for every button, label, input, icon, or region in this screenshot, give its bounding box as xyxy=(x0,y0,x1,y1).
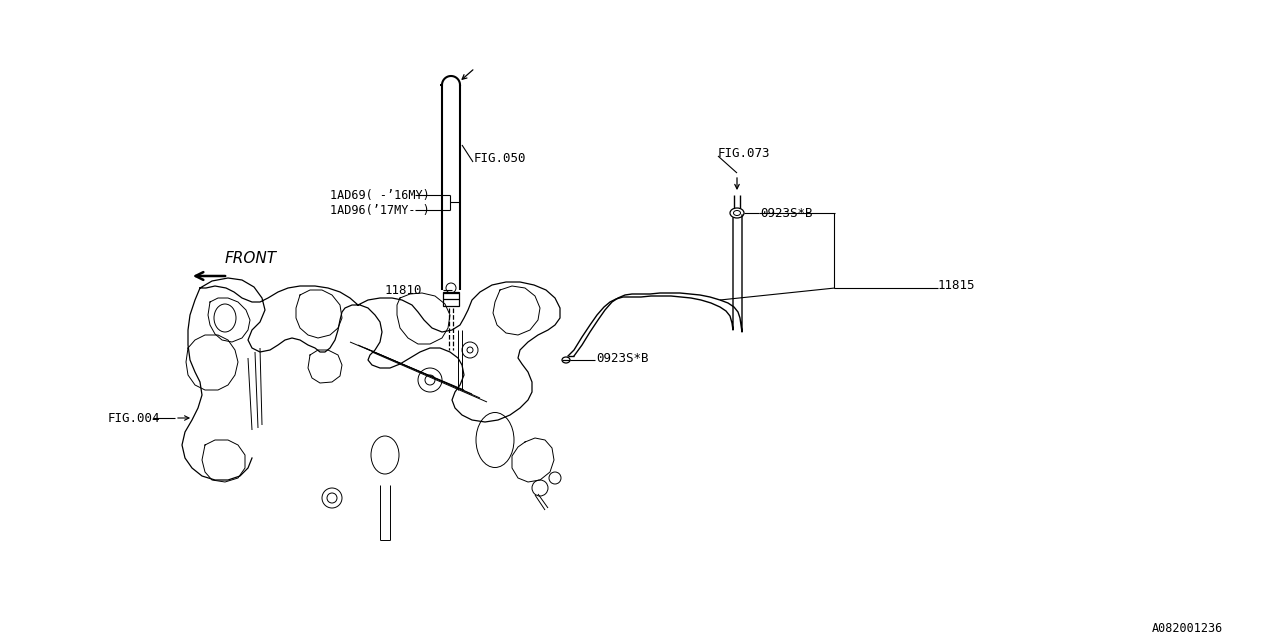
Text: 0923S*B: 0923S*B xyxy=(596,351,649,365)
Text: 11810: 11810 xyxy=(385,284,422,296)
Text: 1AD69( -’16MY): 1AD69( -’16MY) xyxy=(330,189,430,202)
Text: 1AD96(’17MY- ): 1AD96(’17MY- ) xyxy=(330,204,430,216)
Text: FIG.004: FIG.004 xyxy=(108,412,160,424)
Text: FRONT: FRONT xyxy=(225,250,278,266)
Text: A082001236: A082001236 xyxy=(1152,621,1224,634)
Bar xyxy=(443,292,460,306)
Text: FIG.050: FIG.050 xyxy=(474,152,526,164)
Text: 0923S*B: 0923S*B xyxy=(760,207,813,220)
Text: FIG.073: FIG.073 xyxy=(718,147,771,159)
Text: 11815: 11815 xyxy=(938,278,975,291)
